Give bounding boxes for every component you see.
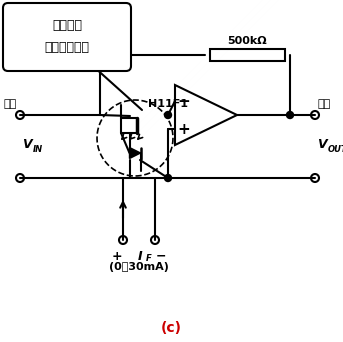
Text: −: −: [156, 250, 166, 263]
Text: 输入信号: 输入信号: [52, 19, 82, 32]
Polygon shape: [130, 147, 141, 158]
Text: −: −: [178, 93, 190, 108]
FancyBboxPatch shape: [3, 3, 131, 71]
Circle shape: [165, 174, 172, 182]
Circle shape: [165, 111, 172, 118]
Text: 输入: 输入: [4, 99, 17, 109]
Text: OUT: OUT: [328, 145, 343, 154]
Polygon shape: [175, 85, 237, 145]
Text: +: +: [178, 121, 190, 136]
Text: +: +: [112, 250, 122, 263]
Text: V: V: [317, 138, 327, 151]
Text: IN: IN: [33, 145, 43, 154]
Text: (0～30mA): (0～30mA): [109, 262, 169, 272]
Text: 输出: 输出: [318, 99, 331, 109]
Text: V: V: [22, 138, 32, 151]
Text: F: F: [146, 254, 152, 263]
Text: 衰减控制电路: 衰减控制电路: [45, 41, 90, 54]
Circle shape: [286, 111, 294, 118]
Text: 500kΩ: 500kΩ: [228, 36, 267, 46]
Text: I: I: [138, 250, 142, 263]
Text: H11F1: H11F1: [148, 99, 188, 109]
Text: (c): (c): [161, 321, 181, 335]
Bar: [210, 49, 285, 61]
